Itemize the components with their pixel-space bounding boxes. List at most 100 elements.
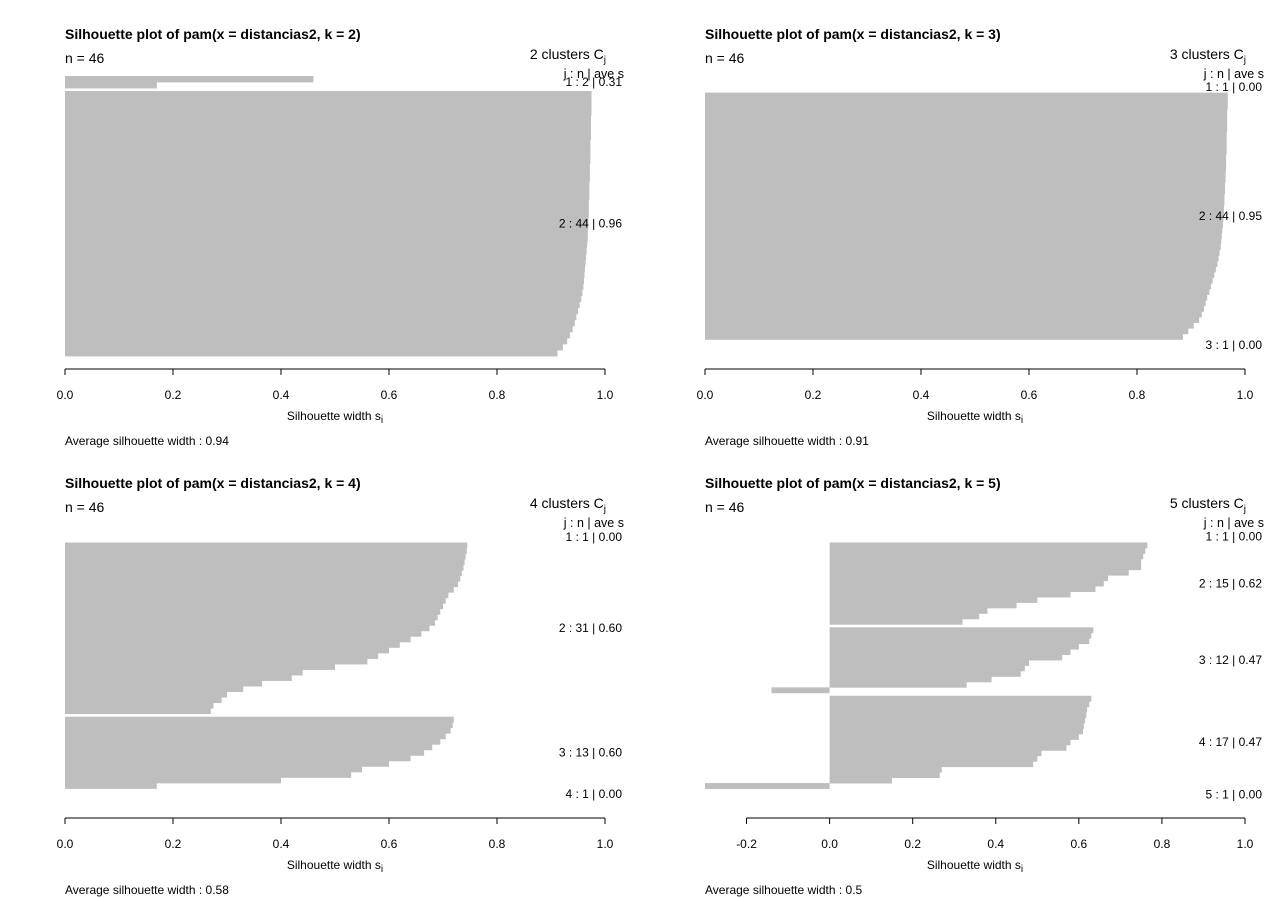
- x-axis: -0.2 0.0 0.2 0.4 0.6 0.8 1.0: [736, 817, 1254, 851]
- silhouette-bar: [65, 277, 584, 285]
- clusters-header-subscript: j: [1243, 504, 1246, 515]
- cluster-4-label: 4 : 1 | 0.00: [566, 787, 623, 801]
- silhouette-bar: [705, 316, 1200, 323]
- silhouette-bar: [829, 564, 1142, 571]
- x-axis-label-text: Silhouette width s: [287, 858, 381, 872]
- silhouette-bar: [829, 717, 1086, 724]
- silhouette-bar: [705, 120, 1228, 127]
- silhouette-bar: [65, 307, 578, 315]
- silhouette-bar: [65, 109, 592, 116]
- column-header-part-3: s: [614, 67, 624, 81]
- silhouette-bar: [65, 319, 575, 327]
- x-axis: 0.0 0.2 0.4 0.6 0.8 1.0: [57, 817, 614, 851]
- silhouette-bar: [65, 625, 430, 632]
- x-axis-label-text: Silhouette width s: [927, 409, 1021, 423]
- silhouette-bar: [829, 547, 1146, 554]
- cluster-3-label: 3 : 13 | 0.60: [559, 746, 622, 760]
- x-tick-label: 0.8: [1154, 837, 1171, 851]
- silhouette-bar: [65, 337, 568, 345]
- column-header-part-2: | ave: [1224, 67, 1254, 81]
- silhouette-bar: [65, 349, 558, 357]
- silhouette-bar: [65, 181, 590, 188]
- silhouette-bar: [705, 171, 1226, 178]
- silhouette-bar: [705, 187, 1226, 194]
- silhouette-bar: [65, 283, 584, 291]
- silhouette-bar: [705, 283, 1211, 290]
- silhouette-bar: [65, 597, 446, 604]
- silhouette-bar: [65, 76, 314, 83]
- cluster-2-bars: [705, 92, 1228, 340]
- silhouette-bar: [829, 772, 940, 779]
- clusters-header-subscript: j: [1243, 55, 1246, 66]
- column-header-part-1: j : n: [563, 516, 584, 530]
- x-tick-label: 1.0: [1237, 837, 1254, 851]
- x-tick-label: 0.8: [489, 388, 506, 402]
- silhouette-bar: [65, 708, 211, 715]
- silhouette-bar: [705, 204, 1224, 211]
- silhouette-bar: [65, 199, 589, 206]
- x-axis-label-subscript: i: [381, 415, 383, 426]
- silhouette-bar: [705, 272, 1215, 279]
- column-header-part-3: s: [1254, 516, 1264, 530]
- x-axis-label-subscript: i: [1021, 864, 1023, 875]
- x-tick-label: 0.0: [697, 388, 714, 402]
- cluster-3-bars: [771, 627, 1094, 694]
- silhouette-bar: [65, 722, 453, 729]
- silhouette-bar: [829, 643, 1079, 650]
- silhouette-bar: [705, 227, 1223, 234]
- average-silhouette-width: Average silhouette width : 0.94: [65, 434, 229, 448]
- silhouette-bar: [705, 249, 1220, 256]
- column-header-part-1: j : n: [563, 67, 584, 81]
- silhouette-bar: [829, 591, 1071, 598]
- panel-title: Silhouette plot of pam(x = distancias2, …: [65, 26, 361, 42]
- silhouette-bar: [65, 727, 451, 734]
- silhouette-bar: [65, 193, 590, 200]
- silhouette-bar: [65, 205, 589, 212]
- silhouette-bar: [829, 632, 1092, 639]
- silhouette-bar: [705, 322, 1194, 329]
- x-tick-label: 0.0: [57, 837, 74, 851]
- x-tick-label: 0.2: [904, 837, 921, 851]
- silhouette-bar: [829, 638, 1090, 645]
- silhouette-bar: [829, 580, 1104, 587]
- silhouette-bar: [705, 260, 1218, 267]
- x-axis-label-subscript: i: [381, 864, 383, 875]
- silhouette-bar: [829, 575, 1108, 582]
- column-header-part-3: s: [1254, 67, 1264, 81]
- clusters-header-text: 3 clusters C: [1170, 46, 1244, 62]
- silhouette-bar: [829, 766, 942, 773]
- silhouette-bar: [705, 266, 1216, 273]
- column-header-part-3: s: [614, 516, 624, 530]
- silhouette-bar: [705, 238, 1222, 245]
- silhouette-bar: [65, 145, 591, 152]
- silhouette-bar: [829, 733, 1079, 740]
- silhouette-bar: [65, 738, 441, 745]
- x-axis: 0.0 0.2 0.4 0.6 0.8 1.0: [697, 368, 1254, 402]
- silhouette-bar: [65, 691, 227, 698]
- silhouette-bar: [65, 103, 592, 110]
- silhouette-bar: [65, 669, 303, 676]
- silhouette-bar: [829, 701, 1090, 708]
- silhouette-bar: [65, 686, 244, 693]
- silhouette-bar: [829, 553, 1144, 560]
- silhouette-bar: [65, 608, 441, 615]
- cluster-2-label: 2 : 15 | 0.62: [1199, 576, 1262, 590]
- silhouette-bar: [829, 706, 1088, 713]
- x-tick-label: 0.6: [1021, 388, 1038, 402]
- silhouette-bar: [65, 630, 422, 637]
- column-header-part-2: | ave: [584, 67, 614, 81]
- silhouette-bar: [65, 241, 588, 249]
- silhouette-bar: [65, 652, 379, 659]
- cluster-1-label: 1 : 1 | 0.00: [1206, 530, 1263, 544]
- x-axis-label-text: Silhouette width s: [927, 858, 1021, 872]
- silhouette-bar: [705, 92, 1228, 99]
- cluster-2-bars: [829, 542, 1148, 625]
- silhouette-bar: [65, 548, 467, 554]
- cluster-3-label: 3 : 12 | 0.47: [1199, 653, 1262, 667]
- silhouette-bar: [705, 288, 1210, 295]
- silhouette-bar: [65, 271, 585, 279]
- silhouette-bar: [65, 289, 583, 297]
- clusters-header: 4 clusters Cj: [530, 495, 606, 515]
- silhouette-bar: [705, 159, 1227, 166]
